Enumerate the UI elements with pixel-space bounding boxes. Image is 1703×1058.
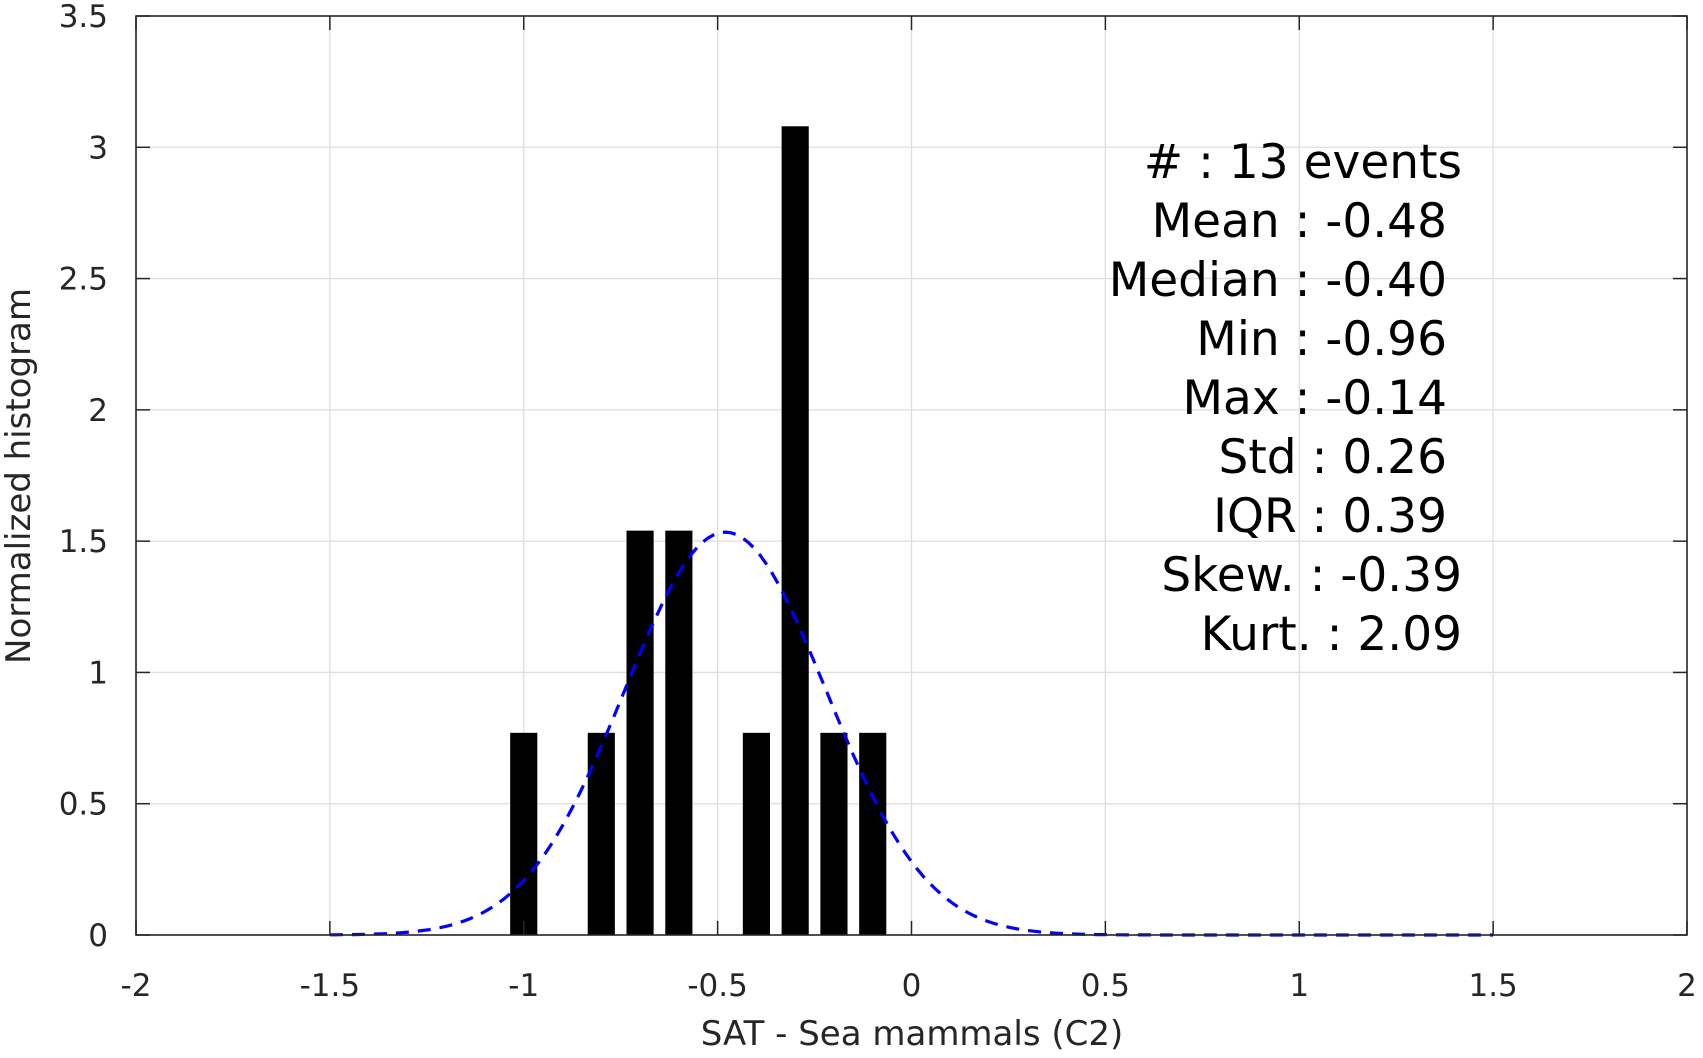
x-tick-label: -2: [121, 968, 152, 1004]
y-tick-label: 2.5: [59, 262, 108, 298]
histogram-bar: [820, 732, 848, 935]
y-tick-label: 3.5: [59, 0, 108, 35]
stats-line: Kurt. : 2.09: [1201, 607, 1462, 662]
histogram-bars: [510, 126, 887, 935]
y-tick-label: 1: [88, 655, 108, 691]
stats-line: Median : -0.40: [1109, 253, 1447, 308]
stats-line: Max : -0.14: [1183, 371, 1448, 426]
histogram-bar: [859, 732, 887, 935]
x-tick-label: 2: [1677, 968, 1697, 1004]
histogram-bar: [510, 732, 538, 935]
axes-frame: [135, 15, 1688, 936]
x-tick-label: -1.5: [300, 968, 361, 1004]
histogram-bar: [626, 530, 654, 935]
x-tick-label: 0: [902, 968, 922, 1004]
histogram-bar: [665, 530, 693, 935]
stats-line: Std : 0.26: [1219, 430, 1447, 485]
histogram-bar: [742, 732, 770, 935]
y-axis-title: Normalized histogram: [0, 288, 39, 664]
y-tick-label: 2: [88, 393, 108, 429]
histogram-bar: [587, 732, 615, 935]
stats-line: Skew. : -0.39: [1161, 548, 1462, 603]
x-axis-title: SAT - Sea mammals (C2): [701, 1014, 1124, 1053]
y-tick-labels: 0 0.5 1 1.5 2 2.5 3 3.5: [59, 0, 108, 954]
y-tick-label: 3: [88, 130, 108, 166]
x-tick-label: 1.5: [1468, 968, 1517, 1004]
x-tick-label: -1: [508, 968, 539, 1004]
stats-line: Min : -0.96: [1196, 312, 1447, 367]
x-tick-label: 0.5: [1081, 968, 1130, 1004]
y-tick-label: 0.5: [59, 787, 108, 823]
y-tick-label: 1.5: [59, 524, 108, 560]
histogram-bar: [781, 126, 809, 935]
stats-line: IQR : 0.39: [1213, 489, 1447, 544]
x-tick-label: -0.5: [687, 968, 748, 1004]
stats-line: # : 13 events: [1144, 135, 1462, 190]
x-tick-label: 1: [1289, 968, 1309, 1004]
x-tick-labels: -2 -1.5 -1 -0.5 0 0.5 1 1.5 2: [121, 968, 1697, 1004]
plot-border: [135, 15, 1688, 936]
y-tick-label: 0: [88, 918, 108, 954]
stats-line: Mean : -0.48: [1152, 194, 1447, 249]
